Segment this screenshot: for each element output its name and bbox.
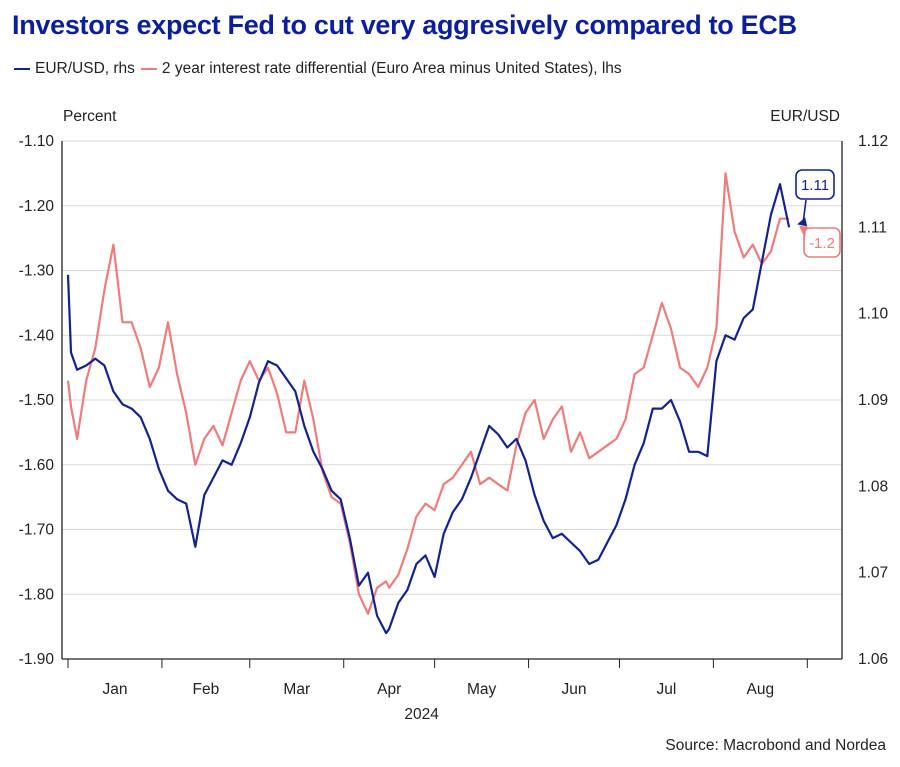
annotation-box-eurusd	[795, 169, 835, 200]
chart-title: Investors expect Fed to cut very aggresi…	[12, 10, 797, 40]
x-tick-label: Feb	[193, 681, 220, 698]
legend-item-spread: 2 year interest rate differential (Euro …	[140, 60, 622, 78]
y-left-tick-label: -1.80	[19, 586, 55, 603]
y-left-axis-label: Percent	[63, 108, 117, 125]
legend: EUR/USD, rhs 2 year interest rate differ…	[14, 60, 628, 78]
x-tick-label: Jun	[562, 681, 587, 698]
annotation-label-eurusd: 1.11	[801, 177, 829, 194]
series-line-spread	[66, 172, 790, 615]
y-right-tick-label: 1.12	[858, 133, 888, 150]
y-left-tick-label: -1.20	[19, 198, 55, 215]
source-note: Source: Macrobond and Nordea	[665, 737, 886, 754]
annotation-label-spread: -1.2	[809, 235, 835, 252]
y-left-tick-label: -1.50	[19, 392, 55, 409]
y-left-tick-label: -1.60	[19, 457, 55, 474]
y-left-tick-label: -1.10	[19, 133, 55, 150]
y-right-tick-label: 1.09	[858, 392, 888, 409]
annotation-arrow-spread	[799, 225, 809, 235]
y-right-tick-label: 1.08	[858, 478, 888, 495]
y-right-axis-label: EUR/USD	[770, 108, 840, 125]
annotation-box-spread	[803, 227, 841, 258]
x-tick-label: May	[467, 681, 497, 698]
y-left-tick-label: -1.30	[19, 263, 55, 280]
x-tick-label: Apr	[377, 681, 401, 698]
legend-label-eurusd: EUR/USD, rhs	[35, 60, 135, 77]
legend-swatch-eurusd	[14, 68, 30, 70]
x-period-label: 2024	[404, 706, 439, 723]
series-line-eurusd	[66, 183, 791, 635]
y-left-tick-label: -1.40	[19, 327, 55, 344]
y-left-tick-label: -1.70	[19, 522, 55, 539]
x-tick-label: Mar	[283, 681, 310, 698]
legend-item-eurusd: EUR/USD, rhs	[14, 60, 135, 78]
x-tick-label: Jan	[102, 681, 127, 698]
y-right-tick-label: 1.11	[858, 219, 887, 236]
y-left-tick-label: -1.90	[19, 651, 55, 668]
x-tick-label: Jul	[657, 681, 677, 698]
y-right-tick-label: 1.07	[858, 565, 888, 582]
legend-swatch-spread	[140, 68, 157, 70]
x-tick-label: Aug	[747, 681, 775, 698]
y-right-tick-label: 1.06	[858, 651, 888, 668]
annotation-leader-eurusd	[802, 199, 807, 223]
y-right-tick-label: 1.10	[858, 306, 889, 323]
legend-label-spread: 2 year interest rate differential (Euro …	[161, 60, 622, 77]
annotation-arrow-eurusd	[797, 217, 808, 227]
